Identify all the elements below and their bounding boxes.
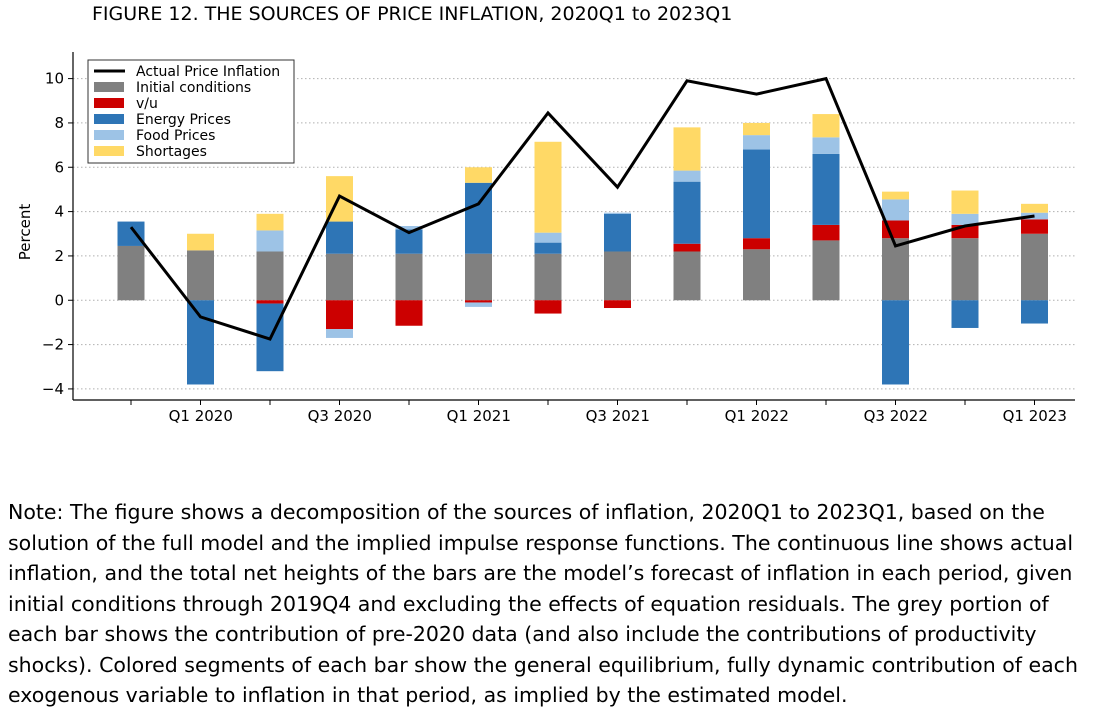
y-tick-label: 6	[54, 158, 64, 176]
chart: −4 −2 0 2 4 6 8 10 Q1 2020 Q3 2020 Q1 2021 Q3 2021…	[16, 52, 1075, 425]
bar-segment	[326, 253, 353, 301]
bar-segment	[951, 213, 979, 225]
x-tick-label: Q3 2021	[586, 407, 650, 425]
bar-segment	[534, 253, 562, 301]
bar-segment	[743, 249, 770, 301]
figure-title: FIGURE 12. THE SOURCES OF PRICE INFLATIO…	[92, 3, 733, 25]
bar-segment	[604, 213, 631, 252]
bar-segment	[812, 114, 840, 138]
bar-segment	[882, 220, 909, 239]
y-tick-label: 2	[54, 247, 64, 265]
actual-inflation-line	[129, 76, 1035, 341]
bar-segment	[534, 242, 562, 254]
bar-segment	[326, 300, 353, 330]
bar-segment	[187, 233, 214, 251]
bar-segment	[117, 245, 145, 301]
x-tick-label: Q1 2023	[1003, 407, 1067, 425]
figure-note: Note: The figure shows a decomposition o…	[8, 497, 1098, 711]
legend-label: v/u	[136, 96, 158, 112]
bar-segment	[812, 137, 840, 154]
y-tick-label: 10	[45, 70, 64, 88]
legend-label: Initial conditions	[136, 80, 251, 96]
bar-segment	[1021, 203, 1048, 213]
bar-segment	[604, 212, 631, 214]
bar-segment	[743, 238, 770, 250]
bar-segment	[743, 149, 770, 239]
bar-segment	[256, 251, 284, 301]
bar-segment	[256, 213, 284, 231]
bar-segment	[256, 230, 284, 252]
legend-label: Energy Prices	[136, 112, 231, 128]
legend-label: Shortages	[136, 144, 207, 160]
y-tick-label: 8	[54, 114, 64, 132]
y-tick-label: 4	[54, 203, 64, 221]
x-tick-label: Q1 2022	[725, 407, 789, 425]
bar-segment	[1021, 233, 1048, 301]
bar-segment	[465, 167, 492, 183]
y-tick-label: −4	[42, 380, 64, 398]
bar-segment	[395, 253, 423, 301]
bar-segment	[187, 300, 214, 385]
bar-segment	[395, 300, 423, 326]
bar-segment	[604, 300, 631, 309]
bar-segment	[673, 181, 701, 244]
bar-segment	[882, 191, 909, 200]
bar-segment	[534, 300, 562, 314]
bar-segment	[465, 182, 492, 254]
x-tick-label: Q1 2020	[169, 407, 233, 425]
axes	[72, 52, 1075, 401]
bar-segment	[465, 253, 492, 301]
bar-segment	[465, 300, 492, 303]
bar-segment	[117, 221, 145, 246]
legend-label: Food Prices	[136, 128, 215, 144]
bar-segment	[882, 300, 909, 385]
legend-swatch	[94, 114, 124, 124]
bar-segment	[951, 300, 979, 328]
bar-segment	[256, 300, 284, 304]
legend-swatch	[94, 146, 124, 156]
bar-segment	[326, 329, 353, 338]
bar-segment	[326, 221, 353, 254]
bar-segment	[673, 170, 701, 182]
x-tick-label: Q3 2020	[308, 407, 372, 425]
y-ticks: −4 −2 0 2 4 6 8 10	[42, 70, 73, 398]
legend-swatch	[94, 82, 124, 92]
bar-segment	[812, 240, 840, 301]
legend-box	[87, 59, 295, 164]
bar-segment	[395, 226, 423, 230]
bar-segment	[187, 250, 214, 301]
bar-segment	[673, 251, 701, 301]
bar-segment	[604, 251, 631, 301]
bar-segment	[465, 302, 492, 307]
bar-segment	[673, 243, 701, 252]
note-text: Note: The figure shows a decomposition o…	[8, 500, 1078, 707]
y-axis-label: Percent	[16, 204, 34, 261]
bar-segment	[743, 122, 770, 136]
bar-segment	[812, 224, 840, 241]
legend-swatch	[94, 130, 124, 140]
bar-segment	[673, 127, 701, 171]
bar-segment	[951, 190, 979, 214]
x-ticks: Q1 2020 Q3 2020 Q1 2021 Q3 2021 Q1 2022 Q3 20…	[130, 400, 1067, 425]
bar-segment	[1021, 300, 1048, 324]
bar-segment	[534, 141, 562, 233]
bar-segment	[534, 232, 562, 243]
grid-lines	[73, 78, 1075, 390]
bar-segment	[743, 135, 770, 150]
y-tick-label: −2	[42, 336, 64, 354]
bar-segment	[882, 199, 909, 221]
y-tick-label: 0	[54, 291, 64, 309]
x-tick-label: Q1 2021	[447, 407, 511, 425]
legend-swatch	[94, 98, 124, 108]
bar-segment	[812, 153, 840, 225]
actual-inflation-line-group	[129, 76, 1035, 341]
bar-segment	[882, 238, 909, 301]
bar-segment	[1021, 219, 1048, 234]
legend-label: Actual Price Inflation	[136, 64, 280, 80]
bar-segment	[951, 238, 979, 301]
x-tick-label: Q3 2022	[864, 407, 928, 425]
